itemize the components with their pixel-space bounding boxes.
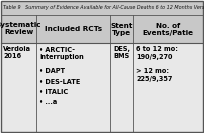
Text: Included RCTs: Included RCTs (45, 26, 102, 32)
Text: Stent
Type: Stent Type (111, 22, 133, 36)
Text: • ITALIC: • ITALIC (39, 89, 69, 95)
Bar (1, 15, 203, 43)
Text: Verdoia
2016: Verdoia 2016 (3, 46, 31, 59)
Text: Table 9   Summary of Evidence Available for All-Cause Deaths 6 to 12 Months Vers: Table 9 Summary of Evidence Available fo… (3, 5, 204, 11)
Text: • DES-LATE: • DES-LATE (39, 78, 81, 84)
Text: • DAPT: • DAPT (39, 68, 65, 74)
Text: No. of
Events/Patie: No. of Events/Patie (143, 22, 194, 36)
Text: • ARCTIC-
Interruption: • ARCTIC- Interruption (39, 47, 84, 60)
Text: • ...a: • ...a (39, 99, 58, 105)
Text: Systematic
Review: Systematic Review (0, 22, 41, 36)
Bar (1, 43, 203, 132)
Text: > 12 mo:
225/9,357: > 12 mo: 225/9,357 (136, 68, 173, 82)
Bar (1, 1, 203, 15)
Text: DES,
BMS: DES, BMS (113, 46, 130, 59)
Text: 6 to 12 mo:
190/9,270: 6 to 12 mo: 190/9,270 (136, 46, 178, 59)
